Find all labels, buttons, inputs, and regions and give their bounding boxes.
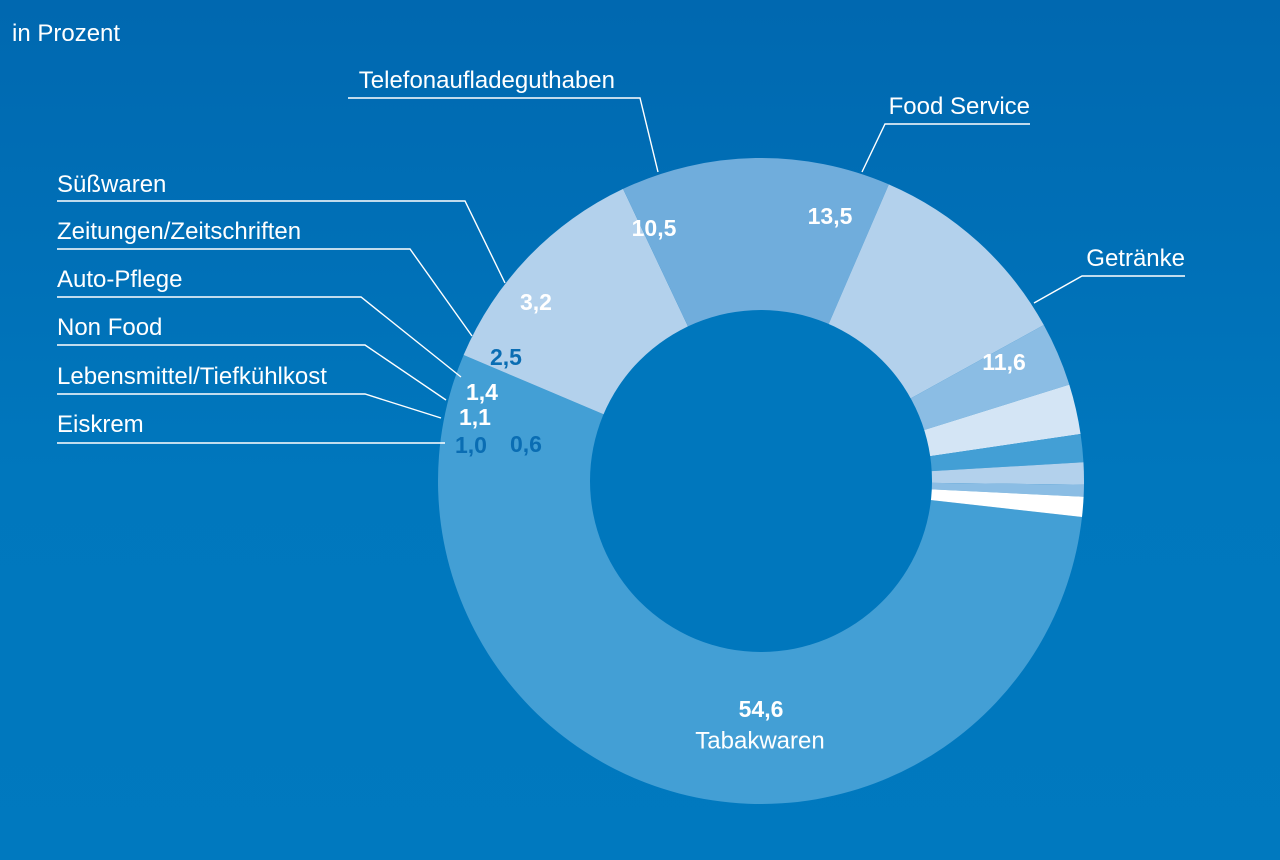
value-label-lebensmittel-tiefkuehlkost: 0,6 (510, 431, 542, 457)
category-label-eiskrem: Eiskrem (57, 411, 144, 438)
leader-line-food-service (861, 123, 1030, 173)
category-label-non-food: Non Food (57, 314, 162, 341)
category-labels: Tabakwaren Getränke Food Service Telefonauf… (57, 67, 1185, 754)
category-label-getraenke: Getränke (1086, 245, 1185, 272)
value-label-telefonaufladeguthaben: 10,5 (632, 215, 677, 241)
leader-line-auto-pflege (57, 296, 462, 378)
category-label-food-service: Food Service (889, 93, 1030, 120)
value-label-food-service: 13,5 (808, 203, 853, 229)
leader-line-zeitungen-zeitschriften (57, 248, 473, 337)
category-label-auto-pflege: Auto-Pflege (57, 266, 182, 293)
value-labels: 54,6 11,6 13,5 10,5 3,2 2,5 1,41,1 0,6 1,0 (455, 203, 1026, 722)
value-label-zeitungen-zeitschriften: 2,5 (490, 344, 522, 370)
value-label-non-food: 1,1 (459, 404, 491, 430)
value-label-auto-pflege: 1,4 (466, 379, 498, 405)
donut-hole (590, 310, 932, 652)
value-label-getraenke: 11,6 (982, 349, 1026, 375)
value-label-eiskrem: 1,0 (455, 432, 487, 458)
leader-line-lebensmittel-tiefkuehlkost (57, 393, 442, 419)
leader-line-suesswaren (57, 200, 506, 284)
leader-line-telefonaufladeguthaben (348, 97, 659, 173)
category-label-telefonaufladeguthaben: Telefonaufladeguthaben (359, 67, 615, 94)
category-label-lebensmittel-tiefkuehlkost: Lebensmittel/Tiefkühlkost (57, 363, 327, 390)
unit-label: in Prozent (12, 20, 121, 47)
category-label-zeitungen-zeitschriften: Zeitungen/Zeitschriften (57, 218, 301, 245)
leader-line-getraenke (1033, 275, 1185, 304)
leader-line-non-food (57, 344, 447, 401)
leader-lines (57, 97, 1185, 444)
category-label-suesswaren: Süßwaren (57, 171, 166, 198)
value-label-tabakwaren: 54,6 (739, 696, 784, 722)
category-label-tabakwaren: Tabakwaren (695, 727, 824, 754)
value-label-suesswaren: 3,2 (520, 289, 552, 315)
